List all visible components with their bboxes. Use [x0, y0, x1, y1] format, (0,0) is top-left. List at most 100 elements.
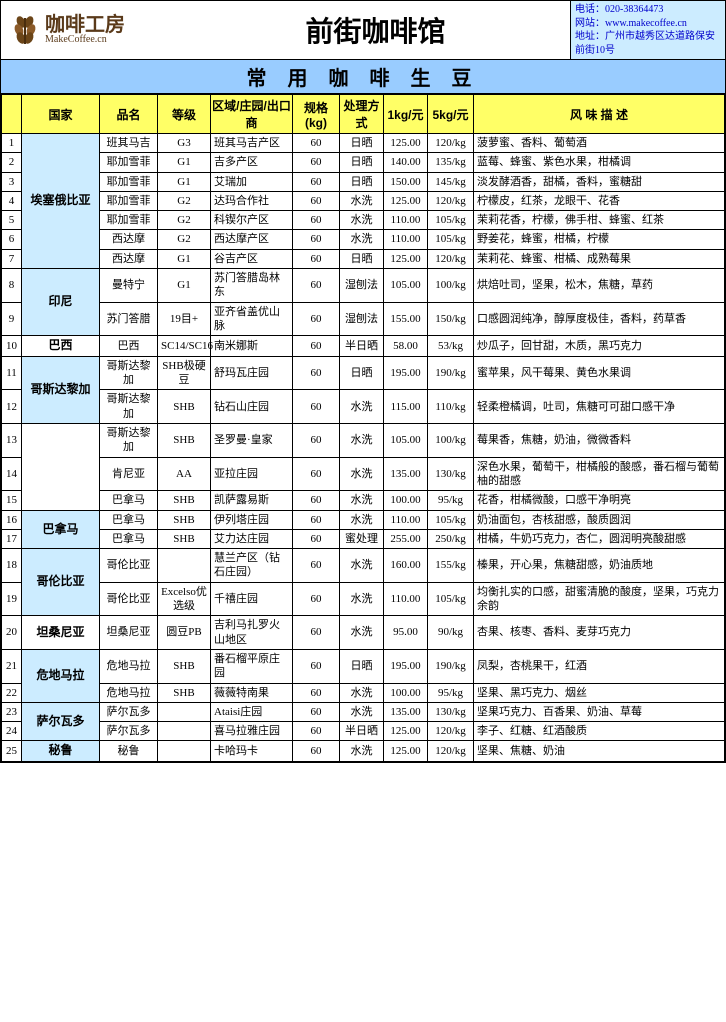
cell-price5: 130/kg: [428, 702, 474, 721]
col-region: 区域/庄园/出口商: [211, 95, 293, 134]
cell-region: 圣罗曼·皇家: [211, 424, 293, 458]
cell-price1: 105.00: [384, 424, 428, 458]
cell-grade: G1: [158, 269, 211, 303]
cell-process: 蜜处理: [340, 529, 384, 548]
cell-idx: 24: [2, 722, 22, 741]
cell-variety: 哥斯达黎加: [100, 390, 158, 424]
cell-process: 水洗: [340, 616, 384, 650]
header: 咖啡工房 MakeCoffee.cn 前街咖啡馆 电话：020-38364473…: [1, 1, 725, 60]
cell-process: 水洗: [340, 191, 384, 210]
cell-idx: 25: [2, 741, 22, 762]
cell-price1: 255.00: [384, 529, 428, 548]
cell-price1: 160.00: [384, 549, 428, 583]
cell-price1: 100.00: [384, 683, 428, 702]
cell-variety: 坦桑尼亚: [100, 616, 158, 650]
cell-price5: 110/kg: [428, 390, 474, 424]
cell-spec: 60: [293, 302, 340, 336]
cell-flavor: 野姜花，蜂蜜，柑橘，柠檬: [474, 230, 725, 249]
cell-country: 巴拿马: [22, 510, 100, 549]
cell-variety: 巴西: [100, 336, 158, 357]
cell-process: 日晒: [340, 249, 384, 268]
cell-region: 亚拉庄园: [211, 457, 293, 491]
cell-flavor: 蜜苹果，风干莓果、黄色水果调: [474, 356, 725, 390]
cell-flavor: 炒瓜子，回甘甜，木质，黑巧克力: [474, 336, 725, 357]
logo-text: 咖啡工房 MakeCoffee.cn: [45, 15, 125, 45]
cell-process: 水洗: [340, 510, 384, 529]
cell-spec: 60: [293, 249, 340, 268]
table-row: 19哥伦比亚Excelso优选级千禧庄园60水洗110.00105/kg均衡扎实…: [2, 582, 725, 616]
cell-process: 水洗: [340, 390, 384, 424]
table-row: 4耶加雪菲G2达玛合作社60水洗125.00120/kg柠檬皮，红茶，龙眼干、花…: [2, 191, 725, 210]
cell-idx: 3: [2, 172, 22, 191]
cell-region: 番石榴平原庄园: [211, 649, 293, 683]
cell-region: 千禧庄园: [211, 582, 293, 616]
table-row: 25秘鲁秘鲁卡哈玛卡60水洗125.00120/kg坚果、焦糖、奶油: [2, 741, 725, 762]
cell-variety: 危地马拉: [100, 649, 158, 683]
cell-grade: Excelso优选级: [158, 582, 211, 616]
cell-flavor: 茉莉花、蜂蜜、柑橘、成熟莓果: [474, 249, 725, 268]
cell-process: 水洗: [340, 582, 384, 616]
cell-flavor: 李子、红糖、红酒酸质: [474, 722, 725, 741]
table-row: 2耶加雪菲G1吉多产区60日晒140.00135/kg蓝莓、蜂蜜、紫色水果，柑橘…: [2, 153, 725, 172]
cell-process: 湿刨法: [340, 269, 384, 303]
cell-price5: 145/kg: [428, 172, 474, 191]
cell-variety: 萨尔瓦多: [100, 722, 158, 741]
cell-price1: 100.00: [384, 491, 428, 510]
cell-country: 哥伦比亚: [22, 549, 100, 616]
cell-price5: 120/kg: [428, 134, 474, 153]
table-row: 18哥伦比亚哥伦比亚慧兰产区（钻石庄园）60水洗160.00155/kg榛果，开…: [2, 549, 725, 583]
cell-region: 钻石山庄园: [211, 390, 293, 424]
cell-spec: 60: [293, 491, 340, 510]
cell-spec: 60: [293, 741, 340, 762]
cell-grade: [158, 722, 211, 741]
cell-grade: [158, 549, 211, 583]
cell-price1: 115.00: [384, 390, 428, 424]
cell-spec: 60: [293, 510, 340, 529]
cell-flavor: 口感圆润纯净，醇厚度极佳，香料，药草香: [474, 302, 725, 336]
cell-country: [22, 424, 100, 510]
cell-price1: 195.00: [384, 649, 428, 683]
contact-info: 电话：020-38364473 网站：www.makecoffee.cn 地址：…: [570, 1, 725, 59]
cell-flavor: 菠萝蜜、香料、葡萄酒: [474, 134, 725, 153]
cell-flavor: 坚果、焦糖、奶油: [474, 741, 725, 762]
bean-table: 国家 品名 等级 区域/庄园/出口商 规格(kg) 处理方式 1kg/元 5kg…: [1, 94, 725, 762]
cell-variety: 萨尔瓦多: [100, 702, 158, 721]
cell-price5: 190/kg: [428, 649, 474, 683]
cell-spec: 60: [293, 457, 340, 491]
col-variety: 品名: [100, 95, 158, 134]
table-row: 3耶加雪菲G1艾瑞加60日晒150.00145/kg淡发酵酒香，甜橘，香料，蜜糖…: [2, 172, 725, 191]
cell-grade: SC14/SC16: [158, 336, 211, 357]
cell-idx: 23: [2, 702, 22, 721]
cell-grade: G1: [158, 249, 211, 268]
cell-country: 巴西: [22, 336, 100, 357]
cell-price1: 125.00: [384, 191, 428, 210]
cell-spec: 60: [293, 702, 340, 721]
cell-variety: 耶加雪菲: [100, 153, 158, 172]
cell-idx: 13: [2, 424, 22, 458]
col-process: 处理方式: [340, 95, 384, 134]
cell-spec: 60: [293, 191, 340, 210]
table-row: 8印尼曼特宁G1苏门答腊岛林东60湿刨法105.00100/kg烘焙吐司，坚果，…: [2, 269, 725, 303]
table-row: 1埃塞俄比亚班其马吉G3班其马吉产区60日晒125.00120/kg菠萝蜜、香料…: [2, 134, 725, 153]
cell-grade: SHB: [158, 649, 211, 683]
cell-variety: 巴拿马: [100, 529, 158, 548]
cell-grade: 圆豆PB: [158, 616, 211, 650]
cell-price5: 90/kg: [428, 616, 474, 650]
cell-spec: 60: [293, 390, 340, 424]
cell-flavor: 均衡扎实的口感，甜蜜清脆的酸度，坚果，巧克力余韵: [474, 582, 725, 616]
cell-grade: SHB: [158, 390, 211, 424]
cell-price1: 140.00: [384, 153, 428, 172]
cell-spec: 60: [293, 356, 340, 390]
cell-grade: G2: [158, 211, 211, 230]
cell-variety: 危地马拉: [100, 683, 158, 702]
cell-spec: 60: [293, 336, 340, 357]
cell-region: 凯萨露易斯: [211, 491, 293, 510]
cell-region: Ataisi庄园: [211, 702, 293, 721]
cell-price5: 120/kg: [428, 722, 474, 741]
cell-spec: 60: [293, 529, 340, 548]
cell-price5: 105/kg: [428, 230, 474, 249]
col-country: 国家: [22, 95, 100, 134]
contact-phone: 电话：020-38364473: [575, 3, 721, 17]
cell-grade: G2: [158, 230, 211, 249]
cell-idx: 1: [2, 134, 22, 153]
